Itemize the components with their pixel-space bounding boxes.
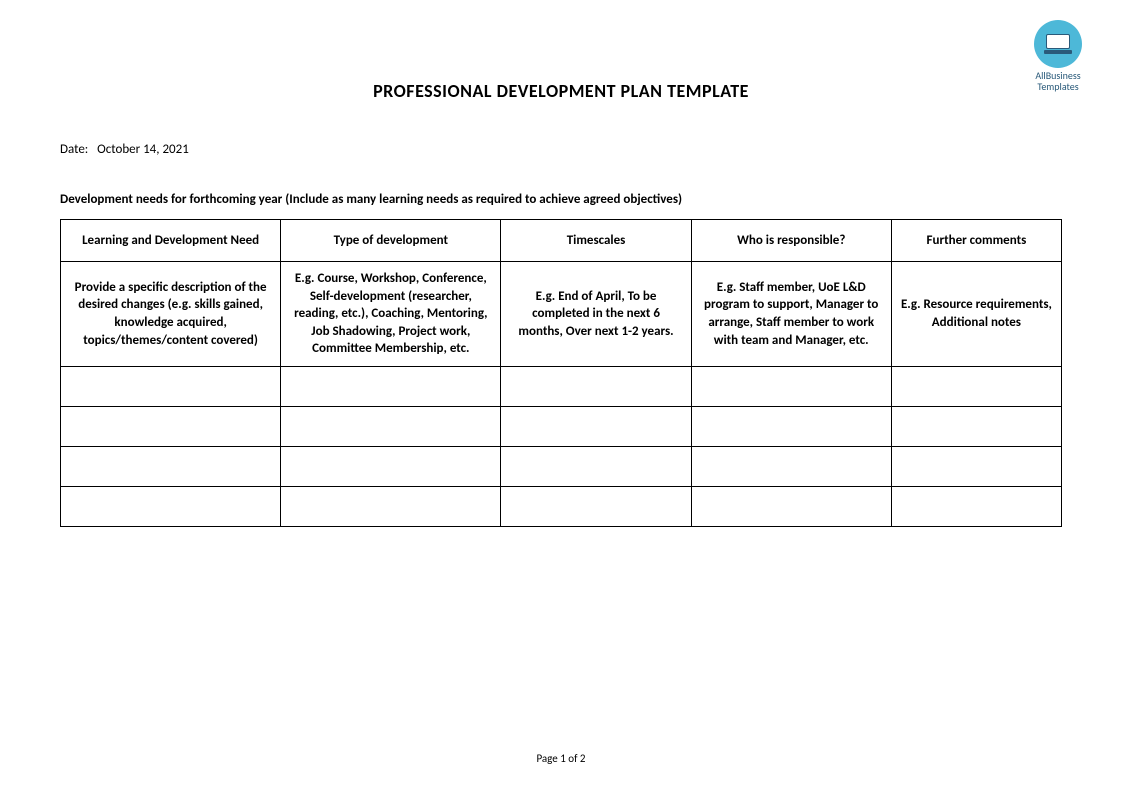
empty-cell	[891, 407, 1061, 447]
table-header-row: Learning and Development Need Type of de…	[61, 220, 1062, 262]
development-plan-table: Learning and Development Need Type of de…	[60, 219, 1062, 527]
empty-cell	[891, 487, 1061, 527]
example-cell-learning-need: Provide a specific description of the de…	[61, 262, 281, 367]
empty-cell	[61, 487, 281, 527]
empty-cell	[501, 367, 691, 407]
page-title: PROFESSIONAL DEVELOPMENT PLAN TEMPLATE	[60, 80, 1062, 102]
empty-cell	[61, 407, 281, 447]
empty-cell	[281, 487, 501, 527]
empty-cell	[281, 447, 501, 487]
date-label: Date:	[60, 142, 88, 157]
date-line: Date: October 14, 2021	[60, 142, 1062, 157]
empty-cell	[281, 407, 501, 447]
empty-cell	[891, 447, 1061, 487]
empty-cell	[691, 407, 891, 447]
logo-text-line2: Templates	[1035, 81, 1080, 92]
empty-cell	[61, 447, 281, 487]
table-row	[61, 367, 1062, 407]
empty-cell	[501, 447, 691, 487]
logo-container: AllBusiness Templates	[1034, 20, 1082, 92]
table-example-row: Provide a specific description of the de…	[61, 262, 1062, 367]
table-row	[61, 487, 1062, 527]
empty-cell	[691, 487, 891, 527]
empty-cell	[691, 367, 891, 407]
table-row	[61, 407, 1062, 447]
example-cell-timescales: E.g. End of April, To be completed in th…	[501, 262, 691, 367]
col-header-responsible: Who is responsible?	[691, 220, 891, 262]
table-row	[61, 447, 1062, 487]
empty-cell	[61, 367, 281, 407]
date-value: October 14, 2021	[97, 142, 189, 157]
logo-icon	[1034, 20, 1082, 68]
empty-cell	[891, 367, 1061, 407]
laptop-icon	[1044, 34, 1072, 54]
col-header-type: Type of development	[281, 220, 501, 262]
empty-cell	[501, 407, 691, 447]
col-header-learning-need: Learning and Development Need	[61, 220, 281, 262]
col-header-comments: Further comments	[891, 220, 1061, 262]
logo-text: AllBusiness Templates	[1035, 70, 1080, 92]
page-footer: Page 1 of 2	[0, 752, 1122, 765]
example-cell-type: E.g. Course, Workshop, Conference, Self-…	[281, 262, 501, 367]
empty-cell	[501, 487, 691, 527]
instruction-text: Development needs for forthcoming year (…	[60, 192, 1062, 207]
example-cell-comments: E.g. Resource requirements, Additional n…	[891, 262, 1061, 367]
col-header-timescales: Timescales	[501, 220, 691, 262]
example-cell-responsible: E.g. Staff member, UoE L&D program to su…	[691, 262, 891, 367]
empty-cell	[691, 447, 891, 487]
empty-cell	[281, 367, 501, 407]
